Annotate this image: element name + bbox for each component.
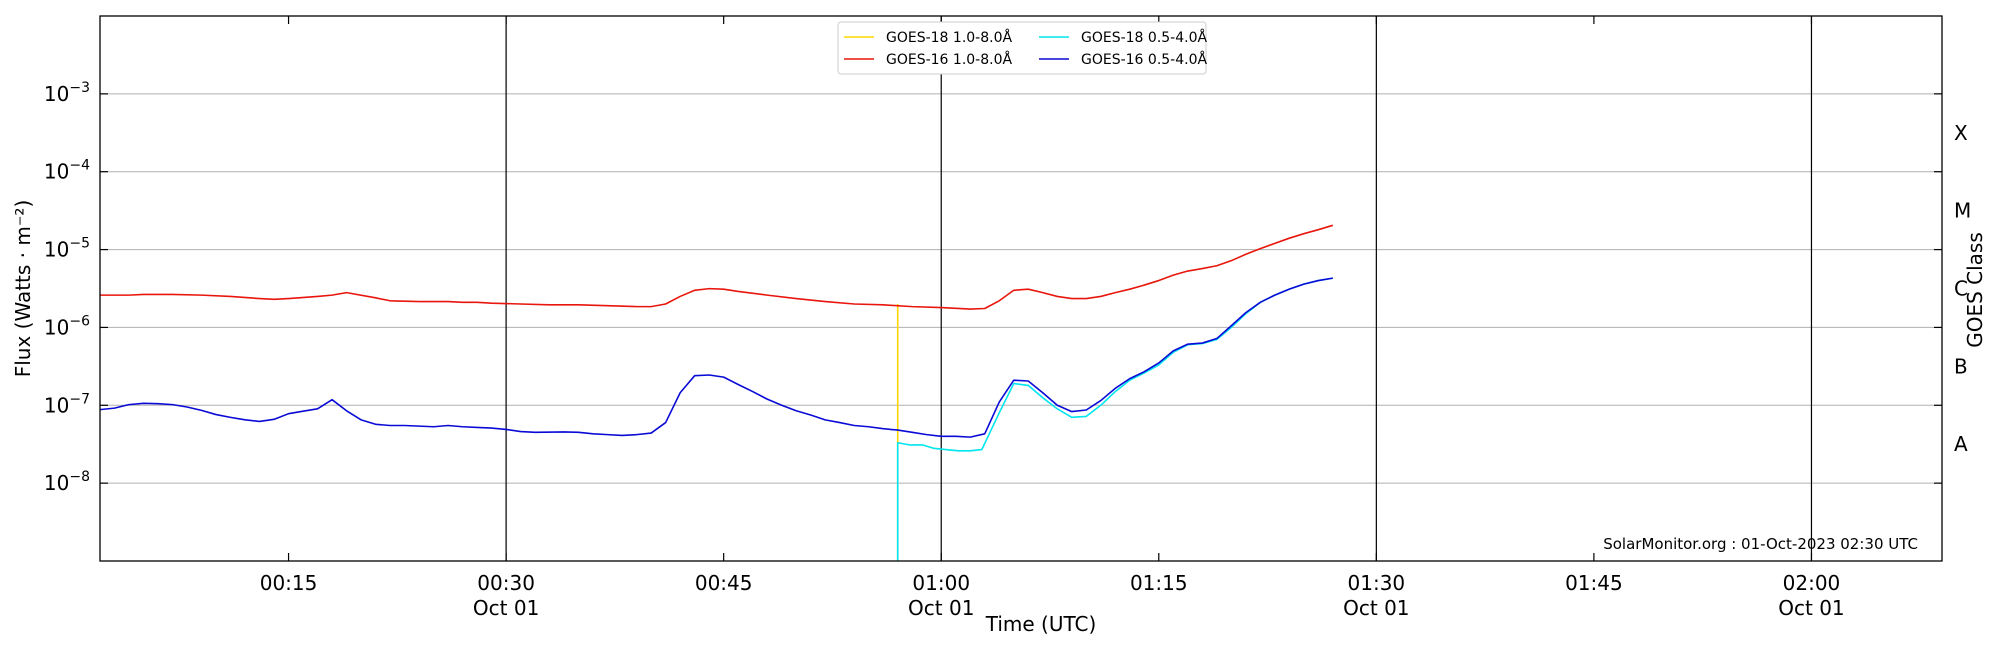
y-tick-label: 10−3 [44,80,90,106]
series-line-3 [99,277,1333,438]
series-lines [99,224,1334,561]
x-tick-date-label: Oct 01 [473,596,539,620]
y-axis-ticks: 10−8 10−7 10−6 10−5 10−4 10−3 [44,80,1942,495]
x-tick-label: 01:15 [1130,571,1188,595]
x-tick-label: 02:00 [1783,571,1841,595]
y-tick-label: 10−6 [44,313,90,339]
y-tick-label: 10−7 [44,391,90,417]
x-tick-date-label: Oct 01 [1778,596,1844,620]
goes-class-M: M [1954,199,1971,223]
series-line-1 [896,277,1333,561]
legend: GOES-18 1.0-8.0Å GOES-16 1.0-8.0Å GOES-18 … [837,21,1207,75]
legend-entry: GOES-16 1.0-8.0Å [886,51,1012,68]
legend-entry: GOES-18 0.5-4.0Å [1081,29,1207,46]
legend-box [837,21,1207,75]
x-tick-label: 00:15 [260,571,318,595]
plot-frame [99,15,1943,562]
series-line-2 [100,224,1334,310]
x-tick-label: 01:45 [1565,571,1623,595]
y-axis-label: Flux (Watts · m⁻²) [11,200,35,378]
credit-text: SolarMonitor.org : 01-Oct-2023 02:30 UTC [1603,535,1918,553]
y-tick-label: 10−8 [44,469,90,495]
goes-class-axis-label: GOES Class [1963,232,1987,348]
goes-class-labels: A B C M X [1954,121,1971,456]
goes-class-B: B [1954,354,1968,378]
x-tick-label: 00:45 [695,571,753,595]
x-tick-label: 01:00 [912,571,970,595]
y-tick-label: 10−4 [44,158,90,184]
vertical-marker-lines [505,16,1813,561]
goes-class-A: A [1954,432,1968,456]
goes-class-C: C [1954,277,1968,301]
x-axis-label: Time (UTC) [985,612,1097,636]
grid-lines [100,93,1942,484]
x-tick-date-label: Oct 01 [1343,596,1409,620]
legend-entry: GOES-16 0.5-4.0Å [1081,51,1207,68]
y-tick-label: 10−5 [44,236,90,262]
x-tick-label: 00:30 [477,571,535,595]
legend-entry: GOES-18 1.0-8.0Å [886,29,1012,46]
x-tick-label: 01:30 [1348,571,1406,595]
x-tick-date-label: Oct 01 [908,596,974,620]
goes-class-X: X [1954,121,1968,145]
